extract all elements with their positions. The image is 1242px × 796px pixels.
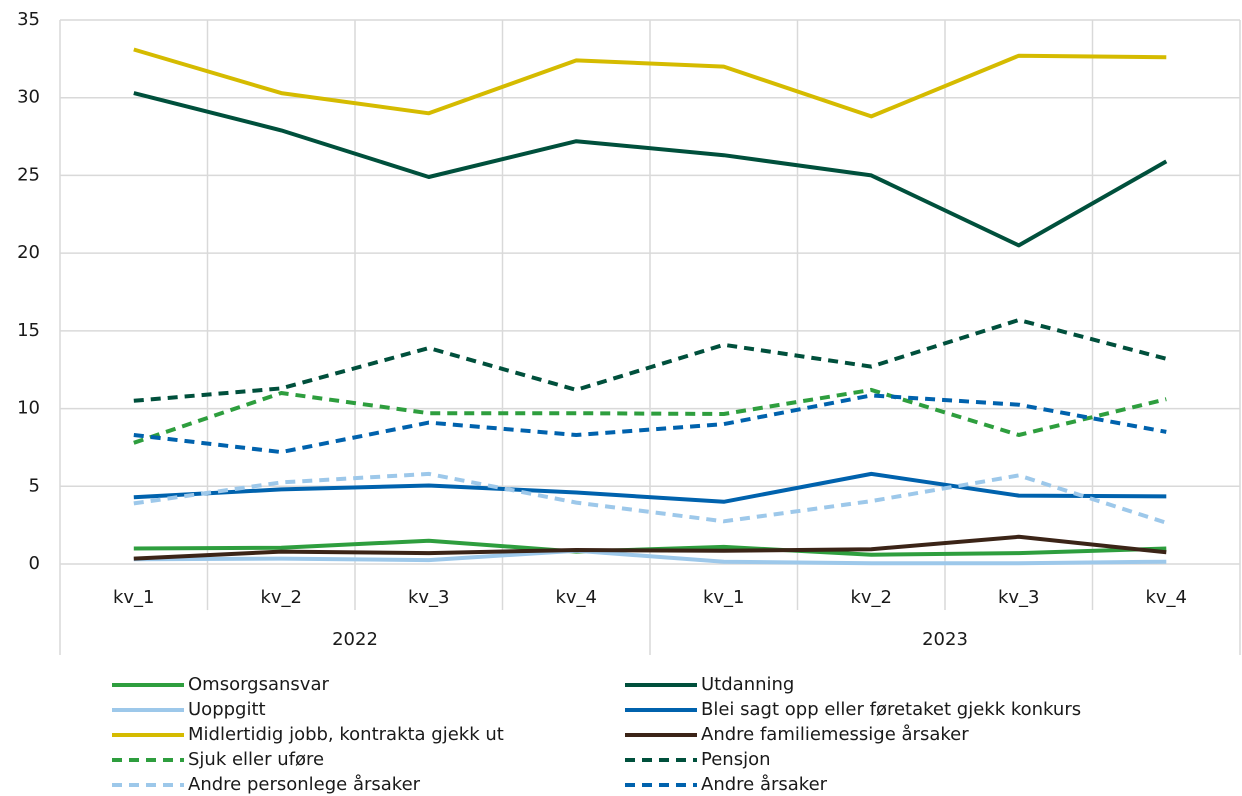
series-line <box>133 318 1167 403</box>
series-line <box>133 548 1167 566</box>
series-line <box>133 471 1167 504</box>
series-line <box>133 47 1167 119</box>
y-tick-label: 10 <box>17 398 40 419</box>
legend-label: Midlertidig jobb, kontrakta gjekk ut <box>188 724 504 745</box>
x-tick-label: kv_3 <box>408 587 450 608</box>
y-tick-label: 20 <box>17 242 40 263</box>
legend-label: Utdanning <box>701 674 794 695</box>
x-group-label: 2022 <box>332 629 378 650</box>
legend-label: Omsorgsansvar <box>188 674 329 695</box>
legend-label: Blei sagt opp eller føretaket gjekk konk… <box>701 699 1081 720</box>
x-tick-label: kv_3 <box>998 587 1040 608</box>
series-line <box>133 91 1168 248</box>
legend-label: Andre personlege årsaker <box>188 774 421 795</box>
y-tick-label: 35 <box>17 9 40 30</box>
legend-label: Andre familiemessige årsaker <box>701 724 969 745</box>
y-tick-label: 5 <box>29 475 40 496</box>
series-line <box>133 534 1167 561</box>
x-tick-label: kv_4 <box>1145 587 1187 608</box>
legend-label: Uoppgitt <box>188 699 266 720</box>
x-tick-label: kv_1 <box>703 587 745 608</box>
x-tick-label: kv_2 <box>850 587 892 608</box>
x-group-label: 2023 <box>922 629 968 650</box>
y-tick-label: 30 <box>17 87 40 108</box>
y-tick-label: 15 <box>17 320 40 341</box>
series-line <box>133 393 1167 455</box>
x-tick-label: kv_1 <box>113 587 155 608</box>
y-tick-label: 0 <box>29 553 40 574</box>
series-line <box>133 471 1167 525</box>
y-tick-label: 25 <box>17 164 40 185</box>
legend-label: Sjuk eller uføre <box>188 749 324 770</box>
legend-label: Andre årsaker <box>701 774 828 795</box>
x-tick-label: kv_4 <box>555 587 597 608</box>
x-tick-label: kv_2 <box>260 587 302 608</box>
legend-label: Pensjon <box>701 749 771 770</box>
